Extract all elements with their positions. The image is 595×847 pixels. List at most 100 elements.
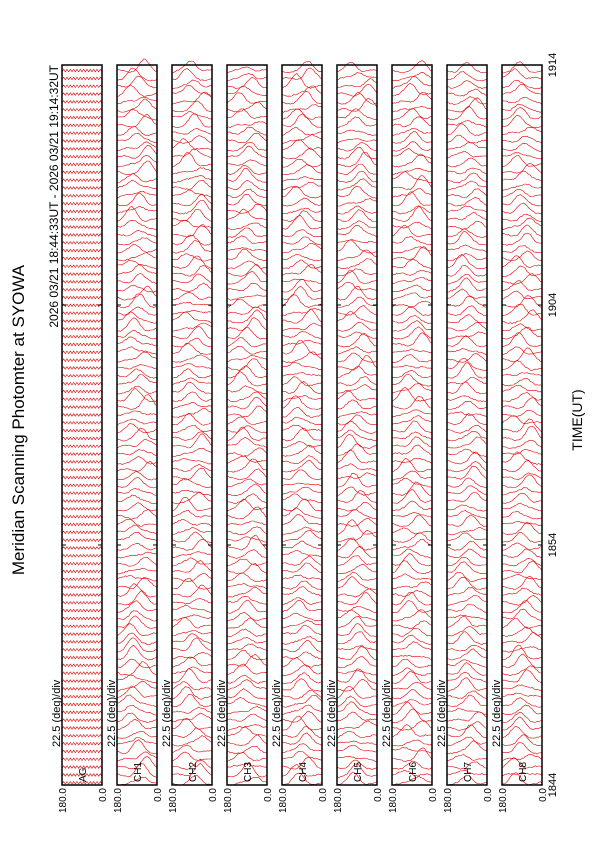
y-tick-label: 0.0 — [538, 788, 549, 802]
scan-trace — [281, 104, 323, 113]
scan-trace — [281, 732, 323, 746]
scan-trace — [446, 196, 488, 207]
scan-trace — [171, 598, 213, 605]
scan-trace — [336, 311, 378, 324]
panel-frame — [171, 64, 213, 786]
scan-trace — [391, 306, 433, 316]
scan-trace — [336, 517, 378, 528]
scan-trace — [282, 460, 323, 473]
scan-trace — [336, 116, 377, 129]
scan-trace — [281, 264, 323, 277]
scan-trace — [61, 694, 103, 699]
scan-trace — [501, 510, 543, 520]
scan-trace — [281, 586, 323, 597]
scan-trace — [392, 514, 433, 527]
scan-trace — [61, 647, 103, 652]
scan-trace — [336, 529, 378, 543]
scan-trace — [117, 600, 158, 613]
scan-trace — [336, 701, 377, 716]
scan-trace — [446, 123, 488, 136]
scan-trace — [446, 228, 488, 238]
scan-trace — [336, 239, 378, 244]
scan-trace — [171, 175, 213, 183]
scan-trace — [281, 147, 323, 160]
scan-trace — [116, 237, 157, 246]
scan-trace — [61, 193, 103, 198]
scan-trace — [446, 740, 487, 754]
scan-trace — [116, 524, 158, 535]
scan-trace — [61, 389, 103, 394]
scan-trace — [501, 372, 543, 377]
scan-trace — [336, 572, 378, 582]
scan-trace — [171, 337, 213, 348]
scan-trace — [171, 763, 213, 776]
scan-trace — [391, 634, 433, 645]
scan-trace — [171, 637, 213, 652]
scan-trace — [502, 107, 543, 120]
scan-trace — [281, 580, 323, 590]
scan-trace — [391, 511, 433, 519]
scan-trace — [116, 615, 158, 629]
scan-trace — [171, 458, 213, 465]
scan-trace — [226, 763, 268, 768]
scan-trace — [501, 560, 543, 574]
scan-trace — [391, 383, 433, 394]
panel-frame — [391, 64, 433, 786]
scan-trace — [501, 617, 543, 629]
scan-trace — [171, 302, 213, 307]
scan-trace — [61, 303, 103, 308]
scan-trace — [116, 531, 158, 541]
scan-trace — [116, 394, 158, 410]
scan-trace — [116, 351, 158, 363]
scan-trace — [226, 526, 268, 536]
scan-trace — [337, 720, 378, 730]
scan-trace — [171, 681, 213, 691]
scan-trace — [61, 773, 103, 777]
scan-trace — [391, 532, 433, 543]
scan-trace — [501, 772, 543, 786]
y-tick-label: 0.0 — [263, 788, 274, 802]
scan-trace — [61, 561, 103, 566]
scan-trace — [336, 563, 378, 575]
scan-trace — [116, 374, 158, 385]
scan-trace — [281, 498, 323, 512]
scan-trace — [281, 176, 323, 182]
scan-trace — [116, 293, 157, 309]
scan-trace — [116, 126, 158, 136]
scan-trace — [171, 751, 213, 762]
scan-trace — [171, 209, 213, 222]
y-tick-label: 0.0 — [373, 788, 384, 802]
scan-trace — [501, 599, 543, 614]
scan-trace — [226, 188, 268, 199]
scan-trace — [61, 577, 103, 582]
scan-trace — [226, 458, 268, 473]
scan-trace — [61, 154, 103, 159]
scan-trace — [226, 688, 268, 700]
scan-trace — [446, 576, 487, 590]
scan-trace — [281, 636, 323, 645]
scan-trace — [336, 695, 378, 708]
scan-trace — [336, 224, 378, 238]
scan-trace — [116, 737, 158, 746]
scan-trace — [61, 671, 103, 675]
scan-trace — [446, 88, 488, 97]
scan-trace — [336, 555, 378, 566]
scan-trace — [391, 724, 432, 738]
scan-trace — [391, 775, 433, 786]
scan-trace — [171, 431, 213, 441]
scan-trace — [281, 529, 323, 542]
scan-trace — [226, 326, 268, 340]
scan-trace — [281, 229, 322, 238]
scan-trace — [446, 134, 488, 144]
scan-trace — [117, 422, 158, 434]
scan-trace — [116, 418, 158, 426]
scan-trace — [446, 205, 488, 213]
scan-trace — [61, 663, 103, 668]
scan-trace — [61, 546, 103, 550]
scan-trace — [61, 92, 103, 96]
scan-trace — [171, 464, 213, 472]
scan-trace — [226, 520, 268, 526]
scan-trace — [281, 507, 323, 520]
scan-trace — [446, 690, 488, 699]
scan-trace — [61, 702, 103, 707]
